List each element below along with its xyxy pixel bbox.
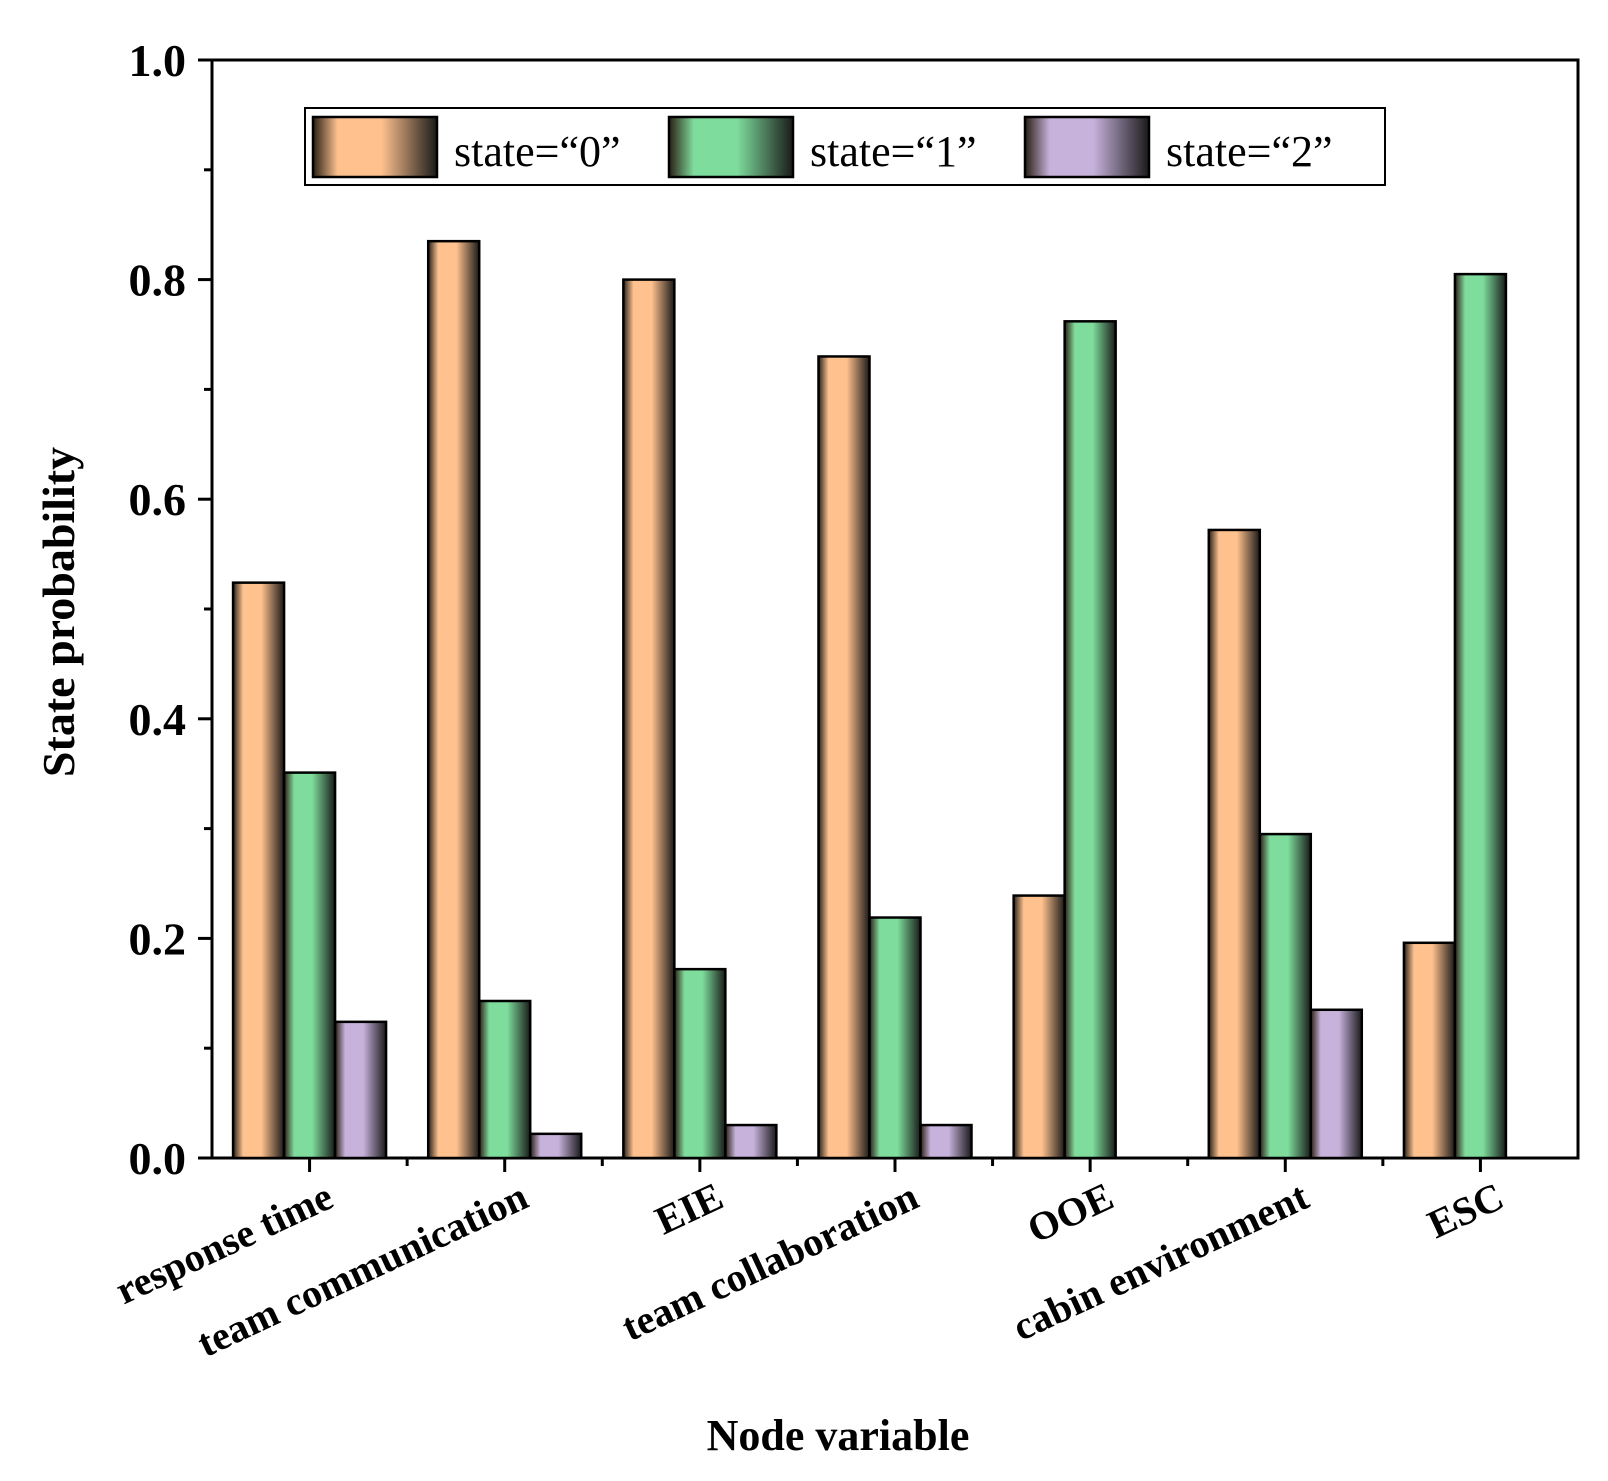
y-tick-label: 0.4 [129, 694, 187, 745]
y-tick-label: 0.6 [129, 474, 187, 525]
bar [1207, 528, 1262, 1160]
y-tick-label: 1.0 [129, 35, 187, 86]
bar [333, 1020, 388, 1160]
x-tick-label: OOE [1020, 1173, 1120, 1251]
x-tick-label: team communication [190, 1173, 534, 1365]
bar [1063, 320, 1117, 1160]
y-axis: 0.0 0.2 0.4 0.6 0.8 1.0 [129, 35, 212, 1184]
bar [528, 1132, 583, 1160]
bar [231, 581, 286, 1160]
x-axis-title: Node variable [707, 1411, 970, 1460]
legend-swatch [1023, 115, 1151, 179]
legend-swatch [311, 115, 439, 179]
y-axis-title: State probability [33, 447, 84, 777]
bars [231, 239, 1508, 1160]
bar [817, 355, 871, 1160]
bar [919, 1123, 973, 1160]
bar [724, 1123, 778, 1160]
bar [868, 916, 922, 1160]
legend-label: state=“1” [810, 127, 977, 176]
legend-box [304, 107, 1386, 186]
bar [477, 999, 532, 1160]
bar [1453, 272, 1508, 1160]
bar [1309, 1008, 1364, 1160]
bar [1012, 894, 1066, 1160]
bar [426, 239, 481, 1160]
y-tick-label: 0.8 [129, 255, 187, 306]
x-tick-label: EIE [648, 1173, 729, 1243]
legend-swatch [667, 115, 795, 179]
y-tick-label: 0.0 [129, 1133, 187, 1184]
legend-label: state=“2” [1166, 127, 1333, 176]
y-tick-label: 0.2 [129, 913, 187, 964]
legend-label: state=“0” [454, 127, 621, 176]
x-tick-label: ESC [1421, 1173, 1511, 1247]
bar [282, 771, 337, 1160]
bar [622, 278, 676, 1160]
bar [1402, 941, 1457, 1160]
bar [673, 967, 727, 1160]
bar [1258, 832, 1313, 1160]
legend: state=“0” state=“1” state=“2” [304, 107, 1386, 186]
